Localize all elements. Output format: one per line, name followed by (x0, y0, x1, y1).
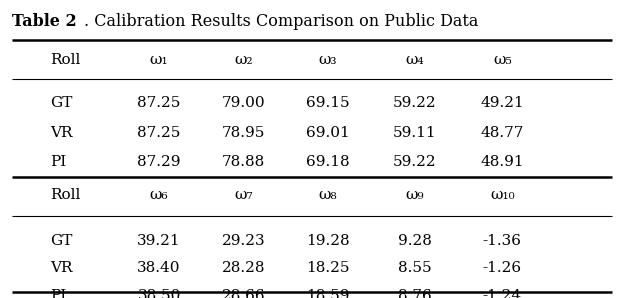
Text: 28.28: 28.28 (222, 261, 265, 275)
Text: 9.28: 9.28 (398, 235, 432, 248)
Text: 38.40: 38.40 (137, 261, 181, 275)
Text: PI: PI (50, 289, 66, 298)
Text: ω₇: ω₇ (234, 188, 253, 202)
Text: 38.50: 38.50 (137, 289, 181, 298)
Text: -1.24: -1.24 (483, 289, 522, 298)
Text: 69.15: 69.15 (306, 96, 349, 110)
Text: 59.11: 59.11 (393, 126, 437, 139)
Text: -1.26: -1.26 (483, 261, 522, 275)
Text: ω₃: ω₃ (318, 53, 337, 66)
Text: VR: VR (50, 261, 72, 275)
Text: 59.22: 59.22 (393, 96, 437, 110)
Text: 18.59: 18.59 (306, 289, 349, 298)
Text: VR: VR (50, 126, 72, 139)
Text: GT: GT (50, 235, 72, 248)
Text: 87.25: 87.25 (137, 126, 181, 139)
Text: Table 2: Table 2 (12, 13, 77, 30)
Text: Roll: Roll (50, 188, 80, 202)
Text: 78.88: 78.88 (222, 156, 265, 169)
Text: 69.18: 69.18 (306, 156, 349, 169)
Text: -1.36: -1.36 (483, 235, 522, 248)
Text: 69.01: 69.01 (306, 126, 349, 139)
Text: 87.29: 87.29 (137, 156, 181, 169)
Text: 19.28: 19.28 (306, 235, 349, 248)
Text: ω₄: ω₄ (406, 53, 424, 66)
Text: . Calibration Results Comparison on Public Data: . Calibration Results Comparison on Publ… (84, 13, 479, 30)
Text: 48.91: 48.91 (480, 156, 524, 169)
Text: 78.95: 78.95 (222, 126, 265, 139)
Text: 28.66: 28.66 (222, 289, 265, 298)
Text: 49.21: 49.21 (480, 96, 524, 110)
Text: ω₉: ω₉ (406, 188, 424, 202)
Text: ω₁₀: ω₁₀ (490, 188, 515, 202)
Text: Roll: Roll (50, 53, 80, 66)
Text: GT: GT (50, 96, 72, 110)
Text: 18.25: 18.25 (306, 261, 349, 275)
Text: 39.21: 39.21 (137, 235, 181, 248)
Text: ω₈: ω₈ (318, 188, 337, 202)
Text: ω₂: ω₂ (234, 53, 253, 66)
Text: 79.00: 79.00 (222, 96, 265, 110)
Text: 8.55: 8.55 (398, 261, 432, 275)
Text: 59.22: 59.22 (393, 156, 437, 169)
Text: ω₁: ω₁ (150, 53, 168, 66)
Text: 87.25: 87.25 (137, 96, 181, 110)
Text: ω₅: ω₅ (493, 53, 512, 66)
Text: ω₆: ω₆ (150, 188, 168, 202)
Text: 8.76: 8.76 (398, 289, 432, 298)
Text: PI: PI (50, 156, 66, 169)
Text: 29.23: 29.23 (222, 235, 265, 248)
Text: 48.77: 48.77 (480, 126, 524, 139)
